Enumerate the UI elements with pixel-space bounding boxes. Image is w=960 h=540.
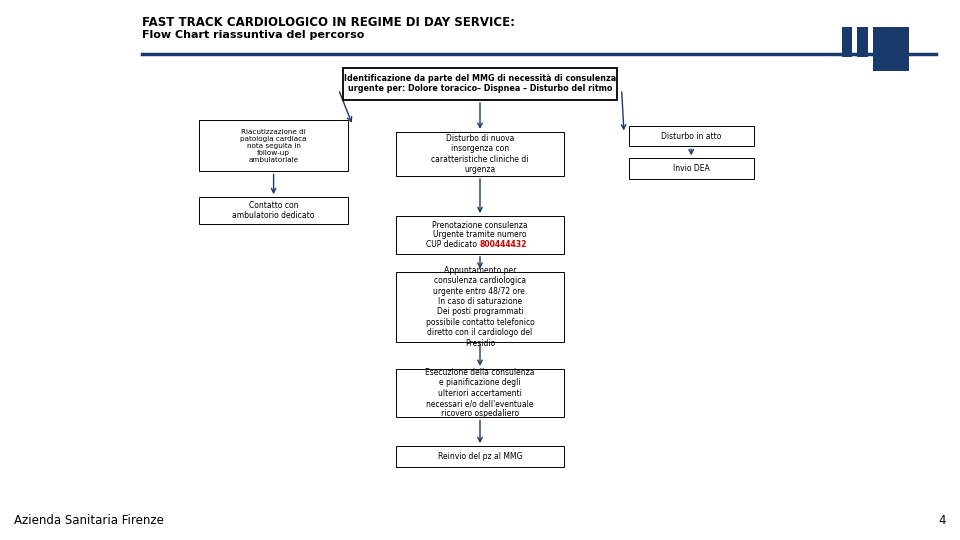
Text: Reinvio del pz al MMG: Reinvio del pz al MMG bbox=[438, 452, 522, 461]
Text: Disturbo di nuova
insorgenza con
caratteristiche cliniche di
urgenza: Disturbo di nuova insorgenza con caratte… bbox=[431, 134, 529, 174]
Bar bbox=[396, 216, 564, 254]
Bar bbox=[396, 132, 564, 176]
Bar bbox=[344, 68, 617, 100]
Text: 800444432: 800444432 bbox=[479, 240, 526, 248]
Text: Prenotazione consulenza: Prenotazione consulenza bbox=[432, 221, 528, 230]
Bar bbox=[629, 126, 754, 146]
Text: Urgente tramite numero: Urgente tramite numero bbox=[433, 231, 527, 239]
Text: Appuntamento per
consulenza cardiologica
urgente entro 48/72 ore.
In caso di sat: Appuntamento per consulenza cardiologica… bbox=[425, 266, 535, 348]
Bar bbox=[199, 120, 348, 172]
Text: Invio DEA: Invio DEA bbox=[673, 164, 709, 173]
Bar bbox=[396, 369, 564, 417]
Bar bbox=[396, 272, 564, 342]
Text: Riacutizzazione di
patologia cardiaca
nota seguita in
follow-up
ambulatoriale: Riacutizzazione di patologia cardiaca no… bbox=[240, 129, 307, 163]
Bar bbox=[857, 27, 868, 57]
Bar bbox=[842, 27, 852, 57]
Text: Contatto con
ambulatorio dedicato: Contatto con ambulatorio dedicato bbox=[232, 201, 315, 220]
Bar bbox=[199, 197, 348, 224]
Text: FAST TRACK CARDIOLOGICO IN REGIME DI DAY SERVICE:: FAST TRACK CARDIOLOGICO IN REGIME DI DAY… bbox=[142, 16, 516, 29]
Bar bbox=[629, 158, 754, 179]
Text: 4: 4 bbox=[938, 514, 946, 526]
Bar bbox=[396, 446, 564, 467]
Text: Azienda Sanitaria Firenze: Azienda Sanitaria Firenze bbox=[14, 514, 164, 526]
Text: Esecuzione della consulenza
e pianificazione degli
ulteriori accertamenti
necess: Esecuzione della consulenza e pianificaz… bbox=[425, 368, 535, 418]
Text: Flow Chart riassuntiva del percorso: Flow Chart riassuntiva del percorso bbox=[142, 30, 365, 40]
Bar bbox=[873, 27, 909, 71]
Text: Identificazione da parte del MMG di necessità di consulenza
urgente per: Dolore : Identificazione da parte del MMG di nece… bbox=[344, 74, 616, 93]
Text: CUP dedicato: CUP dedicato bbox=[425, 240, 479, 248]
Text: Disturbo in atto: Disturbo in atto bbox=[661, 132, 721, 140]
